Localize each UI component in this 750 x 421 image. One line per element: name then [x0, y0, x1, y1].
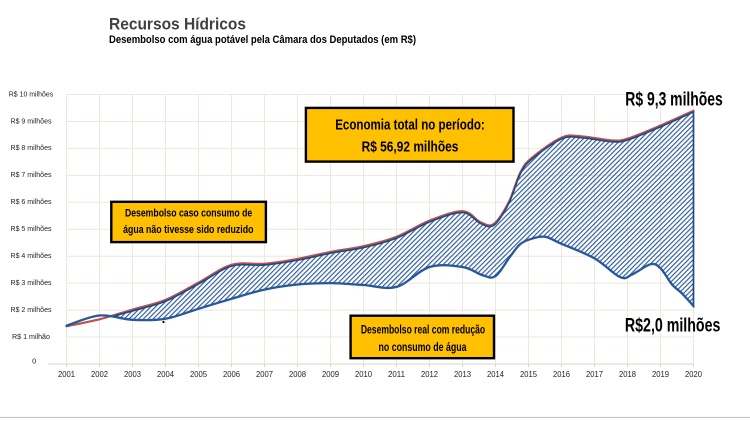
- svg-text:2007: 2007: [256, 369, 273, 379]
- svg-text:água não tivesse sido reduzido: água não tivesse sido reduzido: [123, 224, 254, 236]
- svg-text:2017: 2017: [586, 369, 603, 379]
- svg-text:R$ 6 milhões: R$ 6 milhões: [11, 197, 52, 206]
- svg-text:R$ 7 milhões: R$ 7 milhões: [11, 170, 52, 179]
- svg-text:R$ 5 milhões: R$ 5 milhões: [11, 224, 52, 233]
- svg-text:Recursos Hídricos: Recursos Hídricos: [109, 16, 246, 34]
- svg-text:R$ 9 milhões: R$ 9 milhões: [11, 116, 52, 125]
- svg-text:R$ 4 milhões: R$ 4 milhões: [11, 251, 52, 260]
- svg-text:2005: 2005: [190, 369, 207, 379]
- svg-text:Desembolso real com redução: Desembolso real com redução: [361, 324, 485, 336]
- svg-text:2004: 2004: [157, 369, 174, 379]
- svg-text:2001: 2001: [58, 369, 75, 379]
- svg-text:R$ 2 milhões: R$ 2 milhões: [11, 305, 52, 314]
- svg-text:R$ 10 milhões: R$ 10 milhões: [9, 89, 54, 98]
- svg-text:2013: 2013: [454, 369, 471, 379]
- svg-text:2018: 2018: [619, 369, 636, 379]
- svg-text:2015: 2015: [520, 369, 537, 379]
- svg-text:2011: 2011: [388, 369, 405, 379]
- svg-text:R$2,0 milhões: R$2,0 milhões: [625, 316, 721, 337]
- svg-text:no consumo de água: no consumo de água: [379, 342, 467, 354]
- svg-text:2020: 2020: [685, 369, 702, 379]
- svg-text:2006: 2006: [223, 369, 240, 379]
- svg-text:2012: 2012: [421, 369, 438, 379]
- svg-text:Desembolso caso consumo de: Desembolso caso consumo de: [125, 208, 252, 220]
- svg-text:2002: 2002: [91, 369, 108, 379]
- svg-text:2014: 2014: [487, 369, 504, 379]
- svg-text:R$ 1 milhão: R$ 1 milhão: [12, 332, 50, 341]
- svg-text:2003: 2003: [124, 369, 141, 379]
- svg-text:R$ 8 milhões: R$ 8 milhões: [11, 143, 52, 152]
- svg-text:2009: 2009: [322, 369, 339, 379]
- svg-text:2016: 2016: [553, 369, 570, 379]
- svg-text:Desembolso com água potável pe: Desembolso com água potável pela Câmara …: [109, 34, 416, 46]
- svg-text:2019: 2019: [652, 369, 669, 379]
- svg-text:R$ 3 milhões: R$ 3 milhões: [11, 278, 52, 287]
- svg-text:Economia total no período:: Economia total no período:: [335, 117, 485, 133]
- svg-text:0: 0: [32, 357, 36, 366]
- svg-text:R$ 56,92 milhões: R$ 56,92 milhões: [362, 139, 459, 155]
- svg-text:2008: 2008: [289, 369, 306, 379]
- svg-text:2010: 2010: [355, 369, 372, 379]
- svg-text:R$ 9,3 milhões: R$ 9,3 milhões: [625, 89, 723, 110]
